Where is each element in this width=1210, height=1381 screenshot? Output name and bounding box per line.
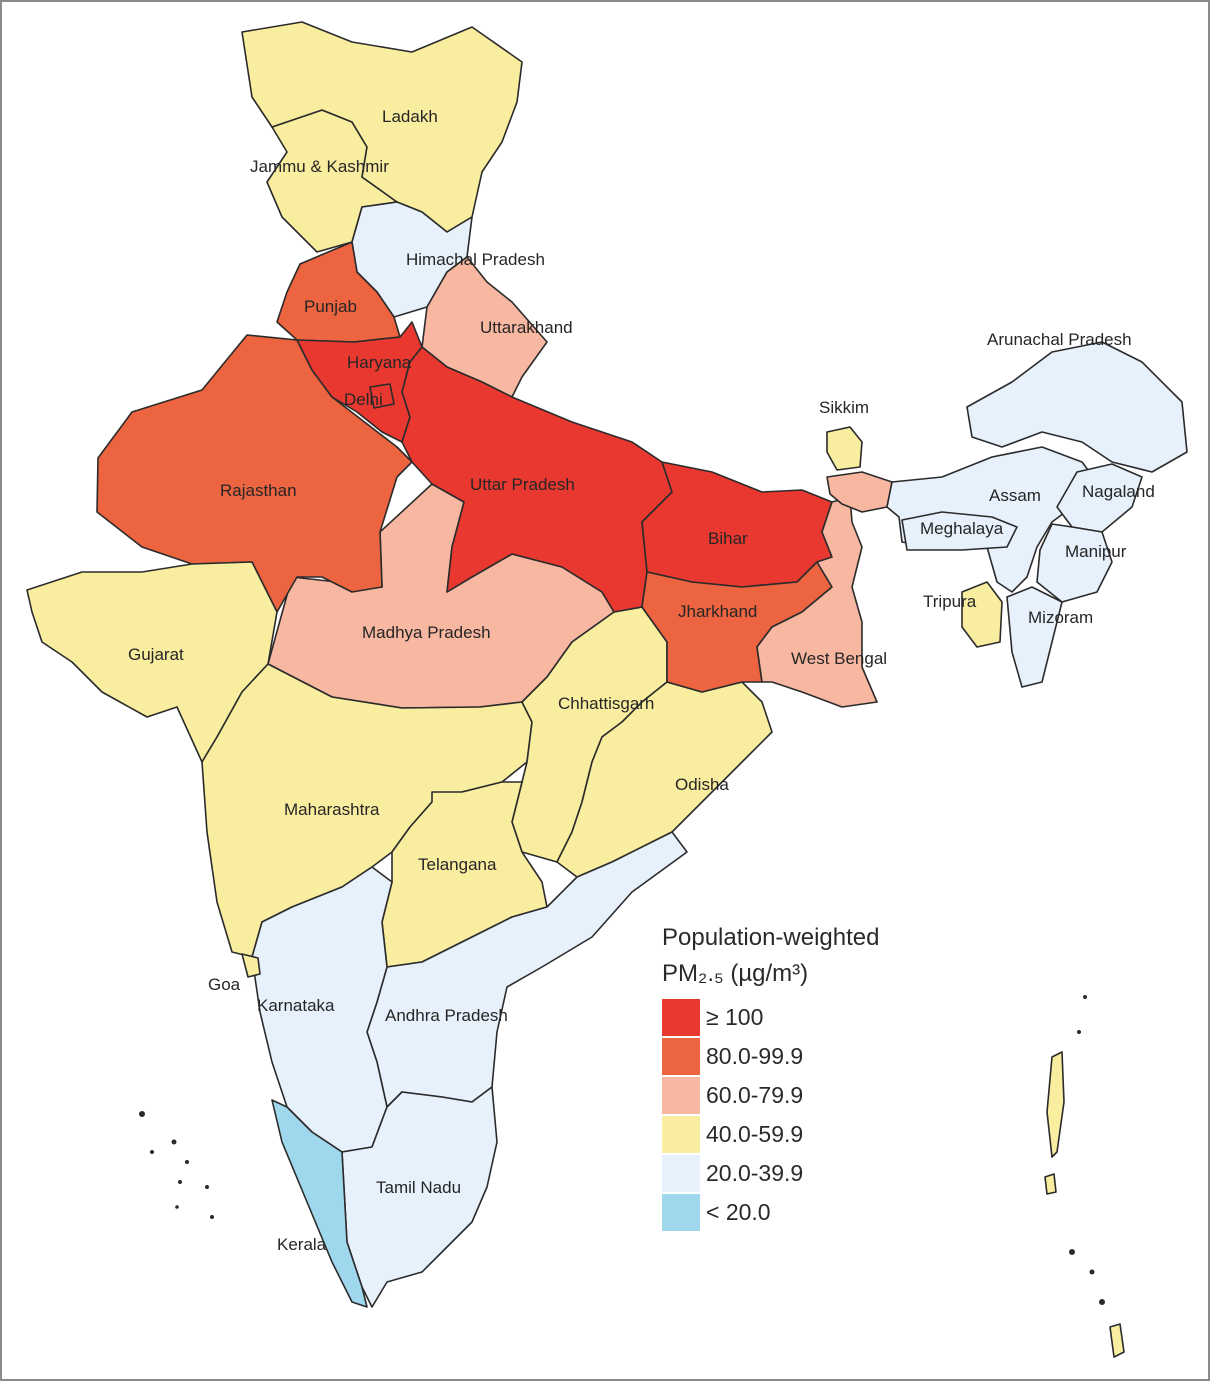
legend-label: 80.0-99.9 xyxy=(706,1043,804,1069)
label-andhra-pradesh: Andhra Pradesh xyxy=(385,1006,508,1025)
state-kerala xyxy=(271,1099,368,1308)
label-ladakh: Ladakh xyxy=(382,107,438,126)
label-maharashtra: Maharashtra xyxy=(284,800,380,819)
state-mizoram xyxy=(1006,586,1063,688)
label-mizoram: Mizoram xyxy=(1028,608,1093,627)
state-sikkim xyxy=(826,426,863,471)
state-uttar-pradesh xyxy=(401,346,673,613)
label-manipur: Manipur xyxy=(1065,542,1127,561)
label-madhya-pradesh: Madhya Pradesh xyxy=(362,623,491,642)
label-punjab: Punjab xyxy=(304,297,357,316)
label-tamil-nadu: Tamil Nadu xyxy=(376,1178,461,1197)
legend-item: 80.0-99.9 xyxy=(662,1037,962,1076)
islands xyxy=(139,995,1125,1358)
label-jharkhand: Jharkhand xyxy=(678,602,757,621)
label-himachal-pradesh: Himachal Pradesh xyxy=(406,250,545,269)
legend-label: < 20.0 xyxy=(706,1199,771,1225)
legend-swatch xyxy=(662,999,700,1036)
state-odisha xyxy=(556,681,773,878)
legend-swatch xyxy=(662,1038,700,1075)
legend-label: ≥ 100 xyxy=(706,1004,764,1030)
state-bihar xyxy=(641,461,833,588)
label-arunachal-pradesh: Arunachal Pradesh xyxy=(987,330,1132,349)
label-odisha: Odisha xyxy=(675,775,729,794)
legend-label: 40.0-59.9 xyxy=(706,1121,804,1147)
label-delhi: Delhi xyxy=(344,390,383,409)
legend: Population-weighted PM₂.₅ (µg/m³) ≥ 100 … xyxy=(662,920,962,1232)
state-west-bengal xyxy=(756,496,878,708)
legend-title: Population-weighted xyxy=(662,924,880,951)
state-arunachal-pradesh xyxy=(966,341,1188,473)
label-gujarat: Gujarat xyxy=(128,645,184,664)
label-goa: Goa xyxy=(208,975,241,994)
label-telangana: Telangana xyxy=(418,855,497,874)
label-uttar-pradesh: Uttar Pradesh xyxy=(470,475,575,494)
state-tamil-nadu xyxy=(341,1086,498,1308)
state-meghalaya xyxy=(901,511,1018,551)
label-chhattisgarh: Chhattisgarh xyxy=(558,694,654,713)
legend-item: 60.0-79.9 xyxy=(662,1076,962,1115)
label-nagaland: Nagaland xyxy=(1082,482,1155,501)
legend-item: 40.0-59.9 xyxy=(662,1115,962,1154)
label-assam: Assam xyxy=(989,486,1041,505)
state-tripura xyxy=(961,581,1003,648)
legend-label: 20.0-39.9 xyxy=(706,1160,804,1186)
state-delhi xyxy=(369,383,395,409)
legend-subtitle: PM₂.₅ (µg/m³) xyxy=(662,960,809,987)
label-rajasthan: Rajasthan xyxy=(220,481,297,500)
label-karnataka: Karnataka xyxy=(257,996,335,1015)
state-labels: Ladakh Jammu & Kashmir Himachal Pradesh … xyxy=(128,107,1155,1254)
label-jammu-kashmir: Jammu & Kashmir xyxy=(250,157,389,176)
legend-item: ≥ 100 xyxy=(662,998,962,1037)
label-tripura: Tripura xyxy=(923,592,977,611)
legend-label: 60.0-79.9 xyxy=(706,1082,804,1108)
label-uttarakhand: Uttarakhand xyxy=(480,318,573,337)
label-meghalaya: Meghalaya xyxy=(920,519,1004,538)
label-kerala: Kerala xyxy=(277,1235,327,1254)
state-nagaland xyxy=(1056,463,1143,533)
label-bihar: Bihar xyxy=(708,529,748,548)
state-manipur xyxy=(1036,523,1113,603)
state-goa xyxy=(241,953,261,978)
legend-swatch xyxy=(662,1155,700,1192)
legend-item: < 20.0 xyxy=(662,1193,962,1232)
legend-swatch xyxy=(662,1077,700,1114)
legend-swatch xyxy=(662,1194,700,1231)
legend-item: 20.0-39.9 xyxy=(662,1154,962,1193)
legend-swatch xyxy=(662,1116,700,1153)
state-west-bengal-north xyxy=(826,471,893,513)
label-haryana: Haryana xyxy=(347,353,412,372)
label-west-bengal: West Bengal xyxy=(791,649,887,668)
label-sikkim: Sikkim xyxy=(819,398,869,417)
